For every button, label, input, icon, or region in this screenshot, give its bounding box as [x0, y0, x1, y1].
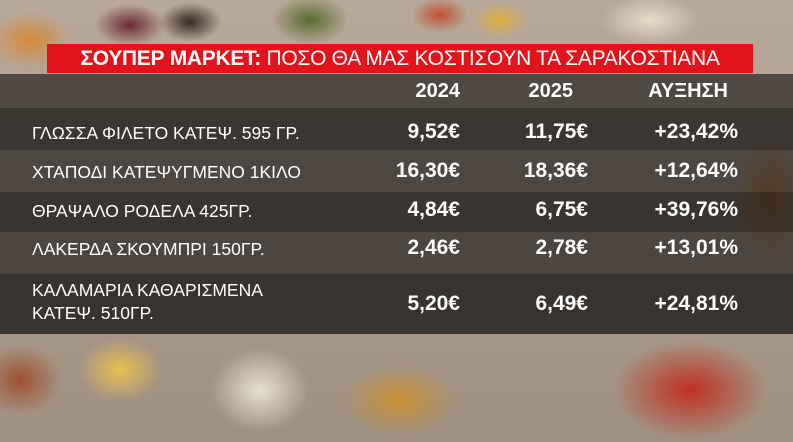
price-2025: 11,75€ [524, 120, 588, 143]
product-name-line1: ΚΑΛΑΜΑΡΙΑ ΚΑΘΑΡΙΣΜΕΝΑ [32, 280, 263, 300]
table-overlay [0, 74, 793, 334]
headline-text: ΠΟΣΟ ΘΑ ΜΑΣ ΚΟΣΤΙΣΟΥΝ ΤΑ ΣΑΡΑΚΟΣΤΙΑΝΑ [266, 47, 720, 70]
product-name: ΓΛΩΣΣΑ ΦΙΛΕΤΟ ΚΑΤΕΨ. 595 ΓΡ. [32, 123, 300, 143]
row-band [0, 192, 793, 232]
product-name-line2: ΚΑΤΕΨ. 510ΓΡ. [32, 303, 154, 323]
price-2025: 6,49€ [535, 292, 588, 315]
price-2025: 2,78€ [535, 236, 588, 259]
price-2024: 2,46€ [407, 236, 460, 259]
product-name: ΛΑΚΕΡΔΑ ΣΚΟΥΜΠΡΙ 150ΓΡ. [32, 239, 265, 259]
price-2025: 6,75€ [535, 198, 588, 221]
product-name: ΧΤΑΠΟΔΙ ΚΑΤΕΨΥΓΜΕΝΟ 1ΚΙΛΟ [32, 162, 301, 182]
row-band [0, 274, 793, 334]
increase: +23,42% [654, 120, 739, 143]
column-header-increase: ΑΥΞΗΣΗ [648, 80, 728, 102]
increase: +12,64% [654, 159, 739, 182]
price-2025: 18,36€ [523, 159, 588, 182]
product-name: ΘΡΑΨΑΛΟ ΡΟΔΕΛΑ 425ΓΡ. [32, 201, 253, 221]
price-2024: 16,30€ [395, 159, 460, 182]
column-header-2024: 2024 [415, 80, 461, 102]
headline-bold: ΣΟΥΠΕΡ ΜΑΡΚΕΤ: [80, 47, 261, 70]
column-header-2025: 2025 [528, 80, 574, 102]
increase: +24,81% [654, 292, 739, 315]
price-2024: 9,52€ [407, 120, 460, 143]
price-2024: 4,84€ [407, 198, 460, 221]
increase: +39,76% [654, 198, 739, 221]
price-2024: 5,20€ [407, 292, 460, 315]
increase: +13,01% [654, 236, 739, 259]
headline-banner: ΣΟΥΠΕΡ ΜΑΡΚΕΤ: ΠΟΣΟ ΘΑ ΜΑΣ ΚΟΣΤΙΣΟΥΝ ΤΑ … [47, 44, 753, 73]
row-band [0, 108, 793, 150]
